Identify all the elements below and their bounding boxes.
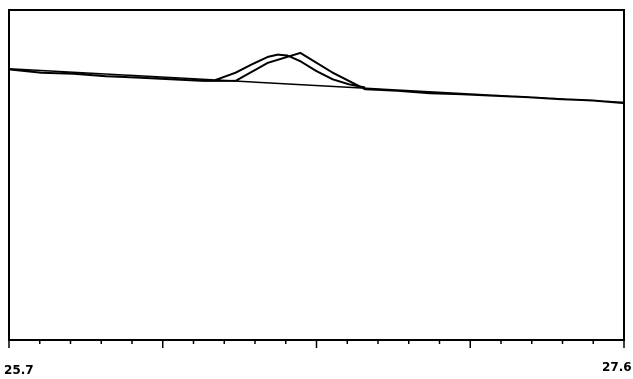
series-line-3: [212, 53, 366, 89]
x-axis-ticks: [8, 340, 625, 348]
x-tick-label-max: 27.6: [602, 360, 632, 374]
x-tick-label-min: 25.7: [4, 363, 34, 377]
series-line-2: [8, 67, 625, 104]
series-line-1: [8, 51, 625, 105]
series-layer: [8, 51, 625, 105]
plot-frame: [8, 9, 625, 341]
